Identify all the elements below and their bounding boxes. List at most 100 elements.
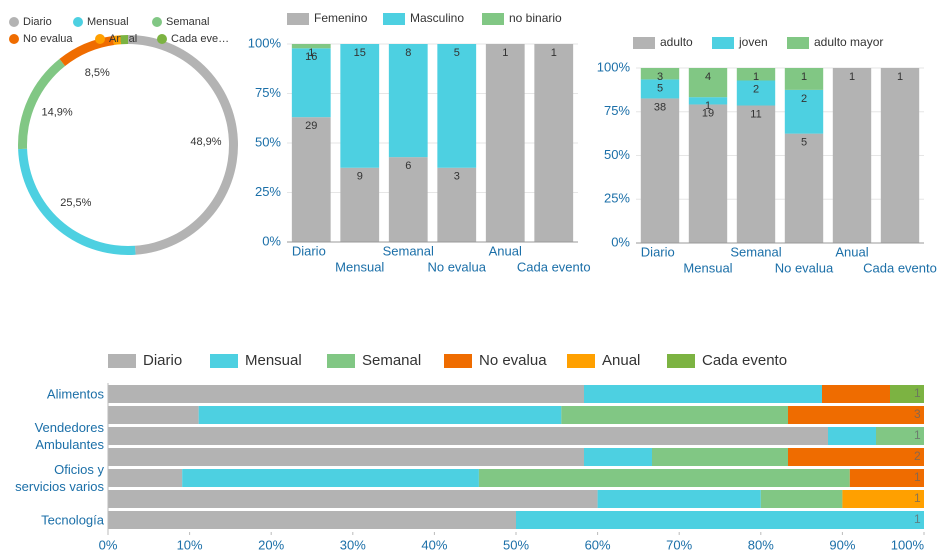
bar-segment	[584, 385, 822, 403]
x-tick-label: Anual	[489, 243, 522, 258]
data-label: 1	[914, 428, 921, 442]
legend-marker	[567, 354, 595, 368]
bar-segment	[736, 80, 776, 106]
legend-marker	[73, 17, 83, 27]
bar-segment	[640, 68, 680, 80]
bar-segment	[108, 511, 516, 529]
bar-segment	[291, 44, 331, 49]
data-label: 4	[705, 71, 711, 83]
data-label: 1	[897, 71, 903, 83]
data-label: 1	[551, 47, 557, 59]
data-label: 25,5%	[60, 197, 91, 209]
x-tick-label: 40%	[421, 537, 447, 551]
bar-segment	[784, 133, 824, 243]
legend-marker	[108, 354, 136, 368]
y-tick-label: 25%	[255, 184, 281, 199]
bar-segment	[478, 469, 850, 487]
donut-slice	[18, 148, 136, 255]
y-tick-label: 0%	[611, 234, 630, 249]
data-label: 5	[657, 82, 663, 94]
legend-marker	[383, 13, 405, 25]
x-tick-label: 30%	[340, 537, 366, 551]
bar-segment	[485, 44, 525, 242]
x-tick-label: Diario	[641, 244, 675, 259]
data-label: 3	[914, 407, 921, 421]
legend-marker	[287, 13, 309, 25]
x-tick-label: Diario	[292, 243, 326, 258]
bar-segment	[597, 490, 761, 508]
data-label: 1	[801, 71, 807, 83]
y-tick-label: 100%	[597, 59, 631, 74]
bar-segment	[388, 44, 428, 158]
data-label: 2	[801, 93, 807, 105]
legend-label: No evalua	[23, 33, 73, 45]
data-label: 1	[914, 512, 921, 526]
bar-segment	[108, 427, 828, 445]
legend-label: No evalua	[479, 352, 547, 369]
bar-segment	[584, 448, 652, 466]
bar-segment	[108, 406, 199, 424]
data-label: 29	[305, 120, 317, 132]
x-tick-label: 60%	[585, 537, 611, 551]
y-tick-label: Alimentos	[46, 386, 104, 402]
data-label: 6	[405, 160, 411, 172]
legend-marker	[482, 13, 504, 25]
x-tick-label: Anual	[835, 244, 868, 259]
bar-segment	[640, 98, 680, 243]
donut-slice	[120, 35, 128, 45]
legend-label: adulto mayor	[814, 35, 883, 49]
data-label: 8	[405, 47, 411, 59]
y-tick-label: 75%	[604, 103, 630, 118]
bar-segment	[788, 448, 924, 466]
data-label: 16	[305, 51, 317, 63]
legend-marker	[667, 354, 695, 368]
x-tick-label: Semanal	[383, 243, 434, 258]
legend-marker	[327, 354, 355, 368]
x-tick-label: 100%	[891, 537, 925, 551]
data-label: 1	[753, 71, 759, 83]
legend-label: no binario	[509, 11, 562, 25]
data-label: 8,5%	[85, 67, 110, 79]
data-label: 5	[801, 137, 807, 149]
legend-marker	[152, 17, 162, 27]
x-tick-label: 50%	[503, 537, 529, 551]
x-tick-label: 10%	[177, 537, 203, 551]
data-label: 11	[750, 108, 761, 120]
data-label: 15	[354, 47, 366, 59]
bar-segment	[688, 97, 728, 105]
legend-label: Diario	[23, 16, 52, 28]
donut-slice	[112, 35, 122, 45]
data-label: 14,9%	[42, 106, 73, 118]
bar-segment	[828, 427, 876, 445]
y-tick-label: Oficios y servicios varios	[15, 462, 104, 494]
bar-segment	[832, 68, 872, 243]
legend-label: joven	[738, 35, 768, 49]
x-tick-label: 80%	[748, 537, 774, 551]
bar-segment	[108, 448, 584, 466]
x-tick-label: 20%	[258, 537, 284, 551]
bar-segment	[182, 469, 479, 487]
bar-segment	[842, 490, 924, 508]
bar-segment	[640, 79, 680, 99]
data-label: 2	[753, 83, 759, 95]
data-label: 1	[914, 470, 921, 484]
bar-segment	[437, 44, 477, 168]
data-label: 1	[914, 491, 921, 505]
x-tick-label: Mensual	[683, 260, 732, 275]
legend-label: Cada eve…	[171, 33, 229, 45]
y-tick-label: Tecnología	[41, 512, 104, 528]
data-label: 2	[914, 449, 921, 463]
bar-segment	[688, 68, 728, 98]
x-tick-label: Mensual	[335, 259, 384, 274]
bar-segment	[340, 44, 380, 168]
y-tick-label: 75%	[255, 85, 281, 100]
legend-marker	[787, 37, 809, 49]
bar-segment	[198, 406, 562, 424]
y-tick-label: Vendedores Ambulantes	[34, 420, 104, 452]
legend-label: Semanal	[166, 16, 209, 28]
bar-segment	[534, 44, 574, 242]
bar-segment	[876, 427, 924, 445]
legend-marker	[95, 34, 105, 44]
